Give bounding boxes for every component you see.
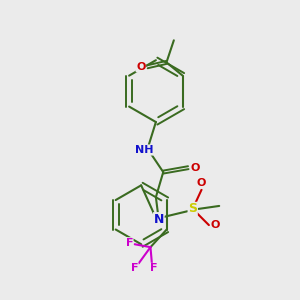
Text: O: O	[197, 178, 206, 188]
Text: F: F	[150, 263, 157, 273]
Text: O: O	[136, 62, 146, 72]
Text: N: N	[154, 213, 164, 226]
Text: F: F	[125, 238, 133, 248]
Text: F: F	[130, 263, 138, 273]
Text: O: O	[211, 220, 220, 230]
Text: S: S	[188, 202, 197, 215]
Text: NH: NH	[135, 145, 153, 155]
Text: O: O	[191, 163, 200, 173]
